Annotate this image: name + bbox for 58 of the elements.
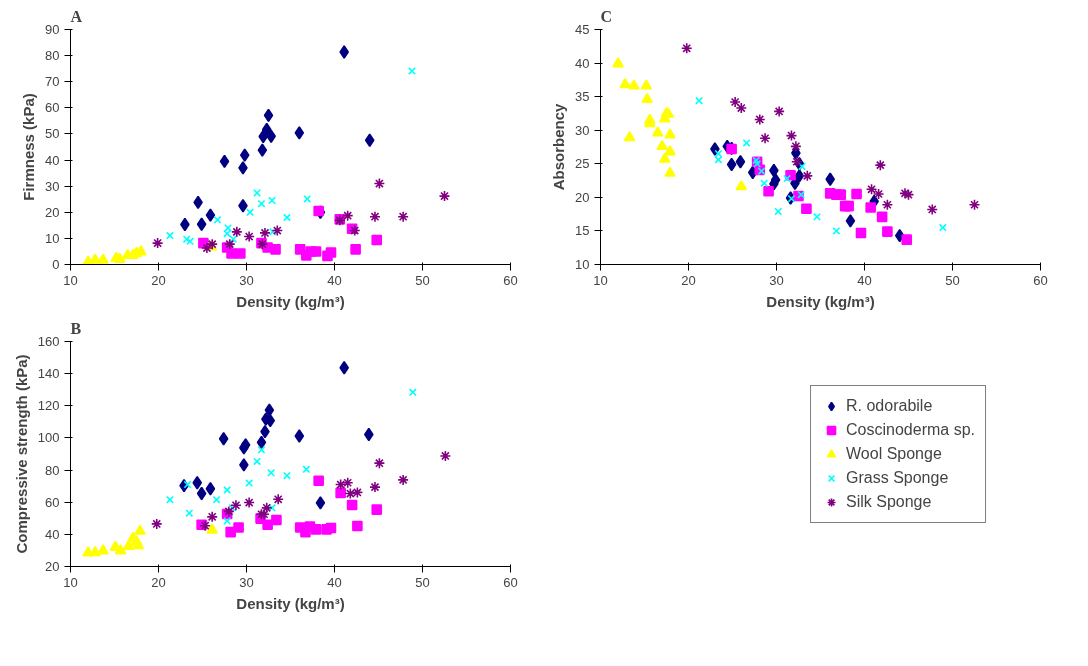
x-tick-label: 60: [503, 574, 518, 590]
y-tick-label: 45: [575, 22, 590, 37]
y-tick-label: 10: [575, 257, 590, 272]
chart-title: C: [600, 7, 613, 25]
x-tick-label: 20: [151, 574, 166, 590]
x-tick-label: 50: [945, 272, 960, 288]
y-tick-label: 10: [45, 230, 60, 246]
x-tick-label: 60: [1033, 272, 1048, 288]
x-tick-label: 40: [857, 272, 872, 288]
x-tick-label: 30: [239, 272, 254, 288]
y-tick-label: 0: [52, 257, 60, 272]
x-tick-label: 40: [327, 272, 342, 288]
x-tick-label: 10: [63, 574, 78, 590]
y-axis-title: Firmness (kPa): [20, 93, 38, 201]
x-tick-label: 50: [415, 574, 430, 590]
y-tick-label: 40: [45, 526, 60, 542]
y-tick-label: 30: [45, 178, 60, 194]
y-tick-label: 35: [575, 89, 590, 105]
y-tick-label: 50: [45, 126, 60, 142]
legend-label: Grass Sponge: [846, 468, 949, 487]
y-tick-label: 25: [575, 156, 590, 172]
x-axis-title: Density (kg/m³): [766, 292, 875, 310]
x-tick-label: 10: [593, 272, 608, 288]
x-tick-label: 60: [503, 272, 518, 288]
x-tick-label: 20: [681, 272, 696, 288]
y-tick-label: 30: [575, 122, 590, 138]
y-tick-label: 20: [45, 204, 60, 220]
y-tick-label: 20: [45, 559, 60, 574]
y-axis-title: Absorbency: [550, 103, 568, 191]
y-tick-label: 60: [45, 100, 60, 116]
y-tick-label: 40: [575, 55, 590, 71]
y-tick-label: 120: [37, 398, 60, 414]
chart-title: A: [70, 7, 83, 25]
y-tick-label: 140: [37, 366, 60, 382]
y-tick-label: 80: [45, 48, 60, 64]
x-tick-label: 50: [415, 272, 430, 288]
y-tick-label: 160: [37, 334, 60, 349]
x-tick-label: 30: [239, 574, 254, 590]
y-tick-label: 80: [45, 462, 60, 478]
x-tick-label: 10: [63, 272, 78, 288]
legend-label: Wool Sponge: [846, 444, 942, 463]
y-axis-title: Compressive strength (kPa): [12, 354, 30, 554]
x-tick-label: 20: [151, 272, 166, 288]
y-tick-label: 40: [45, 152, 60, 168]
y-tick-label: 20: [575, 189, 590, 205]
x-tick-label: 30: [769, 272, 784, 288]
legend-label: Coscinoderma sp.: [846, 420, 975, 439]
x-tick-label: 40: [327, 574, 342, 590]
y-tick-label: 15: [575, 223, 590, 239]
y-tick-label: 60: [45, 494, 60, 510]
y-tick-label: 100: [37, 430, 60, 446]
chart-title: B: [70, 319, 82, 337]
legend-label: Silk Sponge: [846, 492, 932, 511]
y-tick-label: 90: [45, 22, 60, 37]
x-axis-title: Density (kg/m³): [236, 594, 345, 612]
x-axis-title: Density (kg/m³): [236, 292, 345, 310]
y-tick-label: 70: [45, 74, 60, 90]
legend-label: R. odorabile: [846, 396, 933, 415]
